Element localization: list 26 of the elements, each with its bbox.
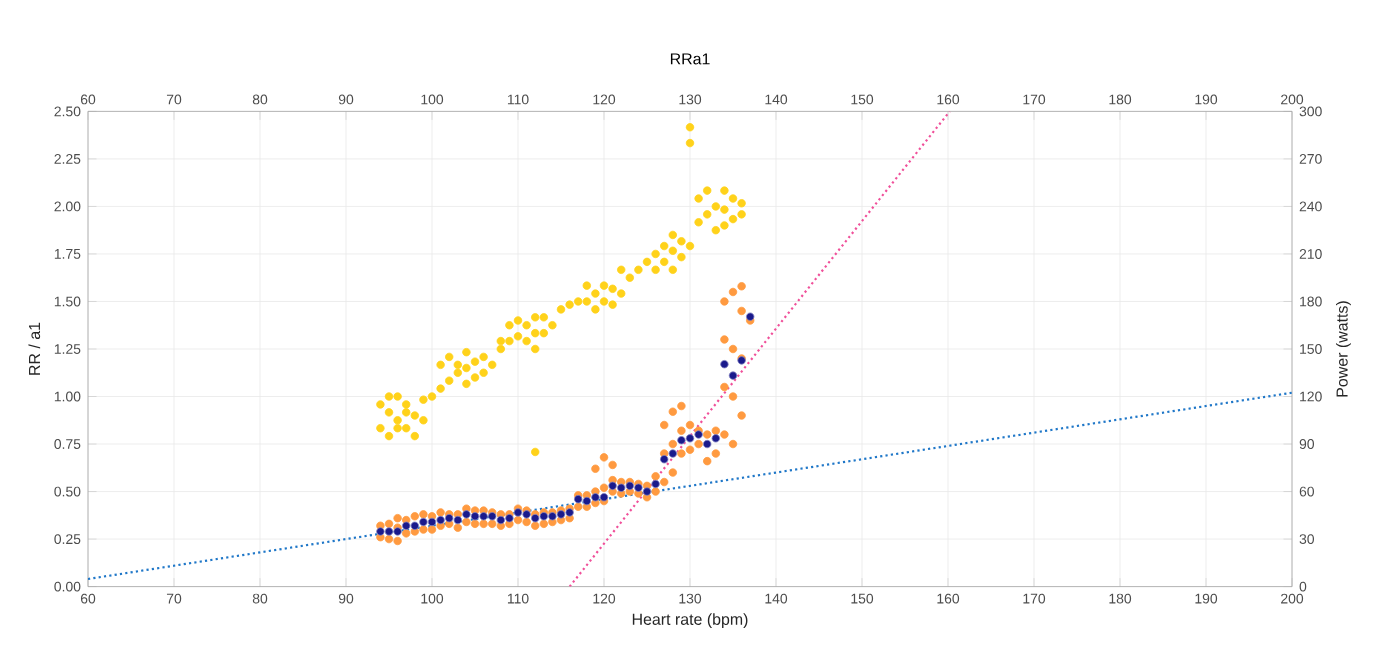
point xyxy=(582,496,591,506)
point xyxy=(436,515,445,525)
point xyxy=(479,512,488,521)
point xyxy=(427,517,437,527)
point xyxy=(685,434,695,443)
point xyxy=(402,521,411,530)
point xyxy=(608,481,617,491)
point xyxy=(470,512,480,521)
point xyxy=(384,527,394,536)
point xyxy=(642,487,652,496)
point xyxy=(711,434,720,443)
point xyxy=(410,521,419,530)
point xyxy=(591,493,600,502)
point xyxy=(668,449,677,458)
point xyxy=(703,439,712,449)
point xyxy=(496,515,505,525)
point xyxy=(651,479,660,489)
point xyxy=(419,517,428,527)
point xyxy=(376,527,385,536)
point xyxy=(462,510,471,519)
point xyxy=(720,360,729,369)
point xyxy=(728,371,738,380)
point xyxy=(660,455,669,464)
point xyxy=(677,436,686,445)
point xyxy=(453,515,462,525)
point xyxy=(617,483,626,492)
